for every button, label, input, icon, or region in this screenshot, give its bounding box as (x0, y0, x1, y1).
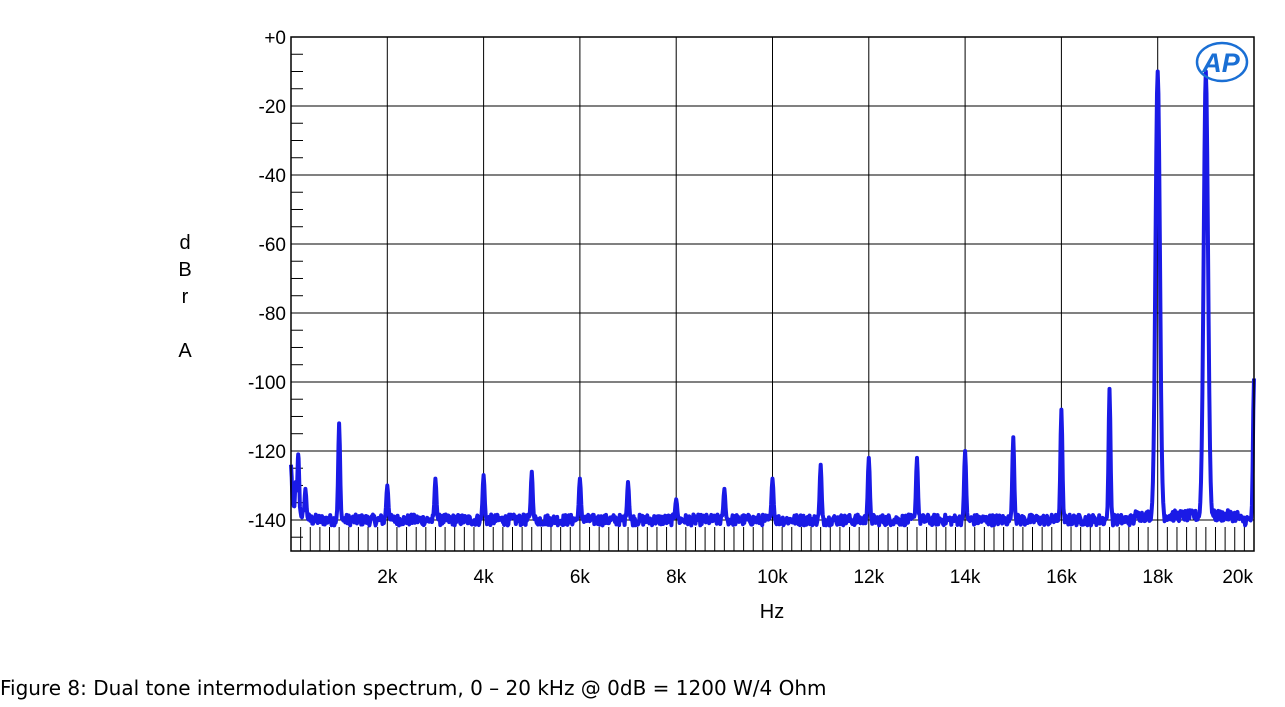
x-tick-label: 10k (757, 567, 788, 588)
y-axis-title-char: d (179, 232, 190, 254)
figure-caption: Figure 8: Dual tone intermodulation spec… (0, 676, 827, 700)
x-tick-label: 12k (853, 567, 884, 588)
y-tick-label: -80 (259, 304, 286, 325)
y-axis-title-char: B (178, 259, 191, 281)
y-tick-label: -60 (259, 235, 286, 256)
y-tick-label: -100 (248, 373, 286, 394)
minor-ticks (291, 53, 1245, 551)
plot-border (290, 36, 1255, 552)
x-tick-label: 18k (1142, 567, 1173, 588)
y-axis-title-char: A (178, 340, 192, 362)
ap-logo-text: AP (1201, 48, 1240, 78)
x-axis-title: Hz (760, 601, 784, 623)
x-tick-label: 20k (1222, 567, 1253, 588)
y-tick-labels: +0 -20 -40 -60 -80 -100 -120 -140 (248, 28, 286, 532)
y-axis-title-char: r (182, 286, 189, 308)
y-tick-label: +0 (264, 28, 286, 49)
y-tick-label: -40 (259, 166, 286, 187)
x-tick-labels: 2k 4k 6k 8k 10k 12k 14k 16k 18k 20k (377, 567, 1253, 588)
x-tick-label: 4k (474, 567, 495, 588)
x-tick-label: 2k (377, 567, 398, 588)
y-tick-label: -140 (248, 511, 286, 532)
x-tick-label: 6k (570, 567, 591, 588)
y-axis-title: dBr A (178, 232, 192, 362)
x-tick-label: 16k (1046, 567, 1077, 588)
series-layer (289, 69, 1256, 528)
y-tick-label: -120 (248, 442, 286, 463)
x-tick-label: 14k (950, 567, 981, 588)
y-tick-label: -20 (259, 97, 286, 118)
x-tick-label: 8k (666, 567, 687, 588)
ap-logo: AP (1195, 41, 1249, 83)
spectrum-line (289, 69, 1256, 528)
